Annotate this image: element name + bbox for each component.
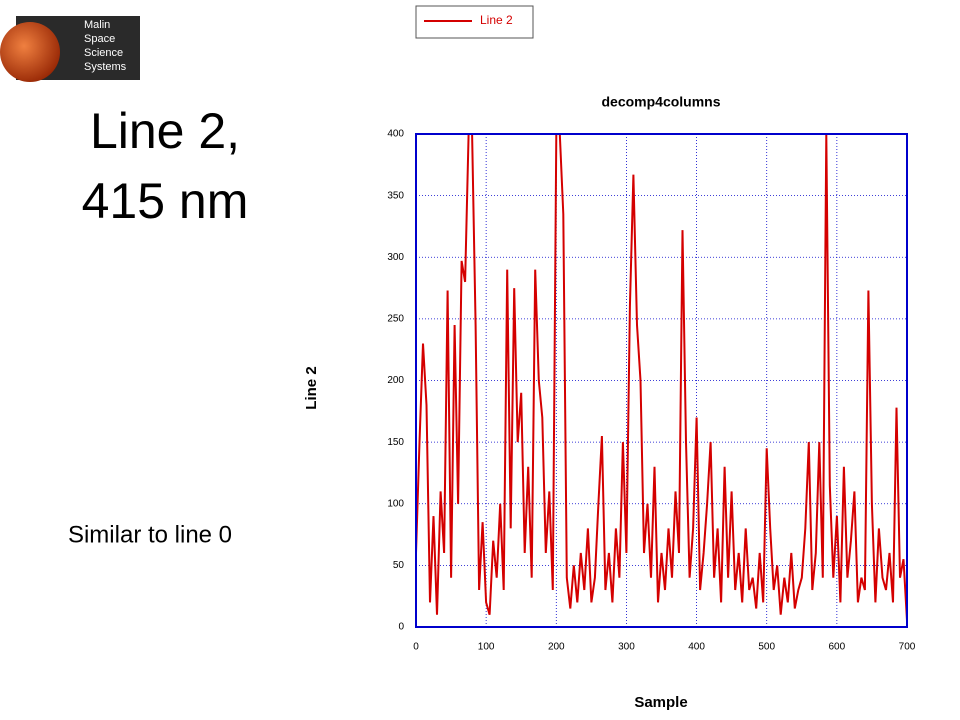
x-tick-label: 100	[478, 642, 495, 653]
y-tick-label: 150	[387, 437, 404, 448]
x-tick-label: 500	[758, 642, 775, 653]
logo-planet	[0, 22, 60, 82]
logo-text: Systems	[84, 61, 127, 73]
y-tick-label: 250	[387, 314, 404, 325]
heading: 415 nm	[82, 173, 249, 229]
note: Similar to line 0	[68, 521, 232, 548]
y-tick-label: 350	[387, 190, 404, 201]
y-tick-label: 300	[387, 252, 404, 263]
y-tick-label: 200	[387, 375, 404, 386]
x-tick-label: 700	[899, 642, 916, 653]
logo-text: Space	[84, 33, 115, 45]
y-tick-label: 50	[393, 560, 405, 571]
legend-label: Line 2	[480, 13, 513, 27]
legend: Line 2	[415, 5, 534, 39]
x-tick-label: 300	[618, 642, 635, 653]
data-line	[416, 134, 907, 621]
logo-text: Malin	[84, 19, 110, 31]
x-axis-label: Sample	[634, 694, 687, 711]
x-tick-label: 600	[829, 642, 846, 653]
logo: Malin Space Science Systems	[0, 16, 140, 82]
y-axis-label: Line 2	[303, 366, 320, 409]
logo-text: Science	[84, 47, 123, 59]
x-tick-label: 0	[413, 642, 419, 653]
chart-title: decomp4columns	[601, 94, 720, 110]
x-tick-label: 400	[688, 642, 705, 653]
heading: Line 2,	[90, 103, 240, 159]
x-tick-label: 200	[548, 642, 565, 653]
plot-frame	[415, 133, 908, 628]
y-tick-label: 100	[387, 498, 404, 509]
y-tick-label: 0	[398, 622, 404, 633]
y-tick-label: 400	[387, 129, 404, 140]
